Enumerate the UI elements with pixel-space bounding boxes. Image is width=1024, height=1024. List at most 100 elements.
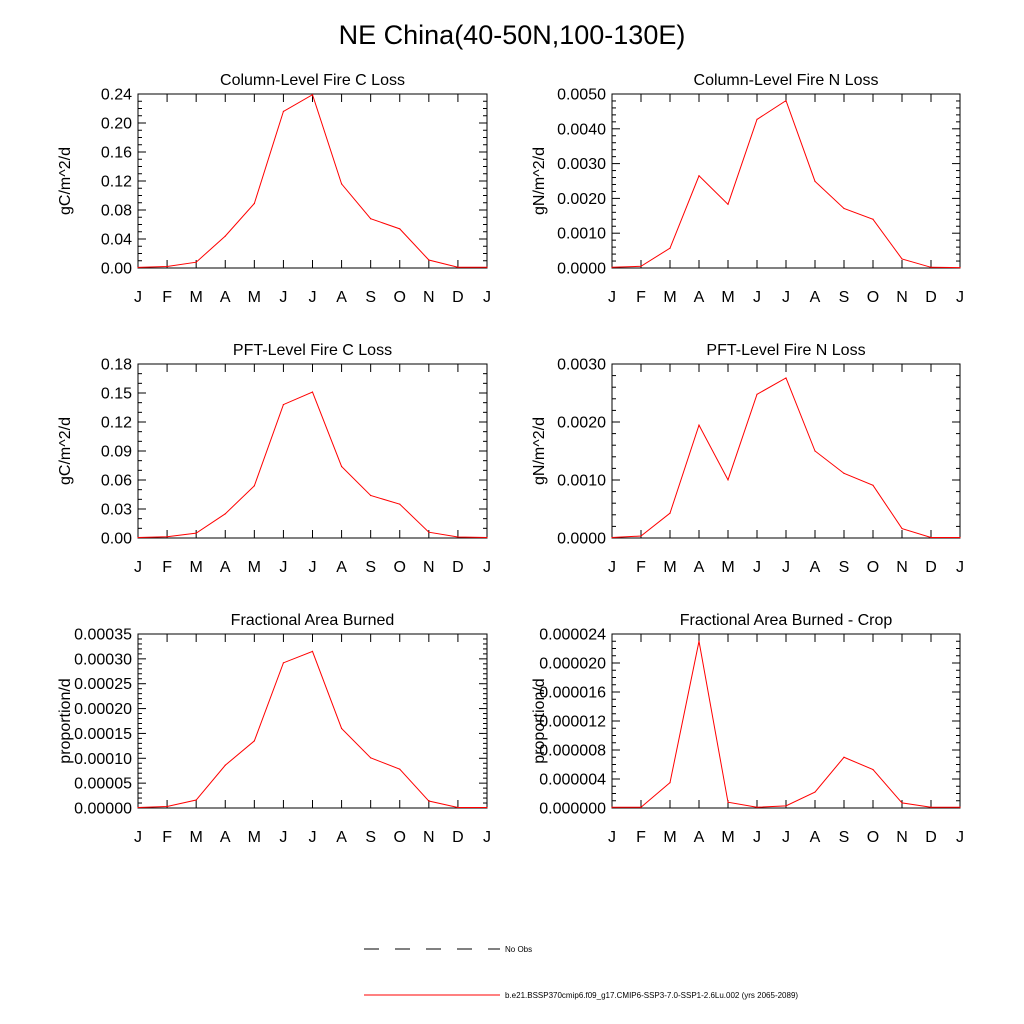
data-point	[901, 802, 903, 804]
y-tick-label: 0.00005	[74, 776, 132, 793]
x-tick-label: F	[162, 829, 172, 846]
x-tick-label: J	[309, 829, 317, 846]
data-point	[698, 175, 700, 177]
chart-panel-2: Column-Level Fire N Loss gN/m^2/d 0.0000 0.…	[531, 72, 964, 306]
y-tick-label: 0.03	[101, 502, 132, 519]
y-axis-label: gN/m^2/d	[531, 417, 548, 485]
x-tick-label: A	[220, 559, 231, 576]
y-tick-label: 0.00020	[74, 701, 132, 718]
legend-no-obs-label: No Obs	[505, 945, 532, 954]
x-tick-label: A	[694, 559, 705, 576]
data-point	[253, 202, 255, 205]
y-tick-label: 0.0010	[557, 226, 606, 243]
data-point	[195, 799, 197, 801]
y-tick-label: 0.0040	[557, 121, 606, 138]
x-tick-label: J	[956, 559, 964, 576]
data-point	[340, 183, 343, 185]
data-point	[340, 465, 343, 468]
series-line	[137, 650, 487, 808]
data-point	[814, 180, 816, 182]
series-line	[137, 93, 487, 268]
x-tick-label: F	[162, 559, 172, 576]
y-tick-label: 0.12	[101, 174, 132, 191]
data-point	[282, 662, 285, 664]
x-tick-label: M	[190, 829, 203, 846]
data-point	[872, 484, 874, 486]
x-tick-label: O	[394, 559, 406, 576]
x-tick-label: J	[608, 559, 616, 576]
x-tick-label: M	[663, 829, 676, 846]
plot-frame	[137, 363, 488, 539]
y-tick-label: 0.09	[101, 444, 132, 461]
data-point	[311, 94, 314, 96]
x-tick-label: N	[896, 559, 908, 576]
x-tick-label: J	[782, 559, 790, 576]
x-tick-label: D	[452, 289, 464, 306]
data-point	[698, 640, 700, 642]
data-point	[785, 100, 787, 102]
data-point	[311, 650, 314, 653]
data-point	[930, 806, 932, 808]
data-point	[340, 727, 343, 730]
y-tick-label: 0.00010	[74, 751, 132, 768]
chart-title: PFT-Level Fire N Loss	[706, 342, 865, 359]
x-tick-label: F	[636, 289, 646, 306]
chart-panel-1: Column-Level Fire C Loss gC/m^2/d 0.00 0.04…	[57, 72, 491, 306]
data-point	[224, 764, 226, 766]
plot-frame	[611, 633, 961, 809]
x-tick-label: M	[663, 289, 676, 306]
chart-panel-3: PFT-Level Fire C Loss gC/m^2/d 0.00 0.03 0.0…	[57, 342, 491, 576]
x-tick-label: F	[162, 289, 172, 306]
x-tick-label: F	[636, 559, 646, 576]
x-tick-label: J	[782, 289, 790, 306]
y-axis-label: gC/m^2/d	[57, 417, 74, 485]
data-point	[843, 207, 845, 210]
chart-title: Fractional Area Burned	[231, 612, 395, 629]
data-point	[428, 531, 430, 533]
x-tick-label: M	[248, 289, 261, 306]
data-point	[727, 479, 729, 481]
x-tick-label: A	[220, 289, 231, 306]
x-tick-label: S	[839, 289, 850, 306]
x-tick-label: J	[753, 829, 761, 846]
legend-model-label: b.e21.BSSP370cmip6.f09_g17.CMIP6-SSP3-7.…	[505, 991, 798, 1000]
x-tick-label: O	[394, 829, 406, 846]
data-point	[756, 118, 758, 121]
y-tick-label: 0.00015	[74, 726, 132, 743]
y-tick-label: 0.0000	[557, 261, 606, 278]
x-tick-label: A	[810, 829, 821, 846]
y-tick-label: 0.20	[101, 116, 132, 133]
x-tick-label: N	[896, 829, 908, 846]
data-point	[727, 801, 729, 803]
data-point	[137, 266, 139, 269]
x-tick-label: O	[867, 559, 879, 576]
series-line	[611, 99, 961, 269]
x-tick-label: A	[810, 559, 821, 576]
chart-panel-4: PFT-Level Fire N Loss gN/m^2/d 0.0000 0.001…	[531, 342, 964, 576]
x-tick-label: S	[839, 829, 850, 846]
y-tick-label: 0.0010	[557, 473, 606, 490]
data-point	[428, 259, 430, 261]
data-point	[814, 791, 816, 793]
data-point	[137, 536, 139, 539]
data-point	[166, 536, 168, 538]
x-tick-label: J	[753, 289, 761, 306]
y-tick-label: 0.15	[101, 386, 132, 403]
data-point	[370, 494, 372, 497]
data-point	[785, 377, 787, 379]
data-point	[611, 536, 613, 539]
x-tick-label: J	[483, 289, 491, 306]
y-tick-label: 0.000008	[539, 743, 606, 760]
x-tick-label: D	[925, 559, 937, 576]
data-point	[872, 218, 874, 220]
data-point	[930, 266, 932, 268]
x-tick-label: J	[279, 829, 287, 846]
x-tick-label: A	[694, 289, 705, 306]
data-point	[843, 472, 845, 474]
data-point	[756, 393, 758, 395]
x-tick-label: J	[956, 829, 964, 846]
data-point	[370, 757, 372, 759]
data-point	[282, 404, 285, 406]
data-point	[611, 806, 613, 808]
x-tick-label: M	[721, 559, 734, 576]
